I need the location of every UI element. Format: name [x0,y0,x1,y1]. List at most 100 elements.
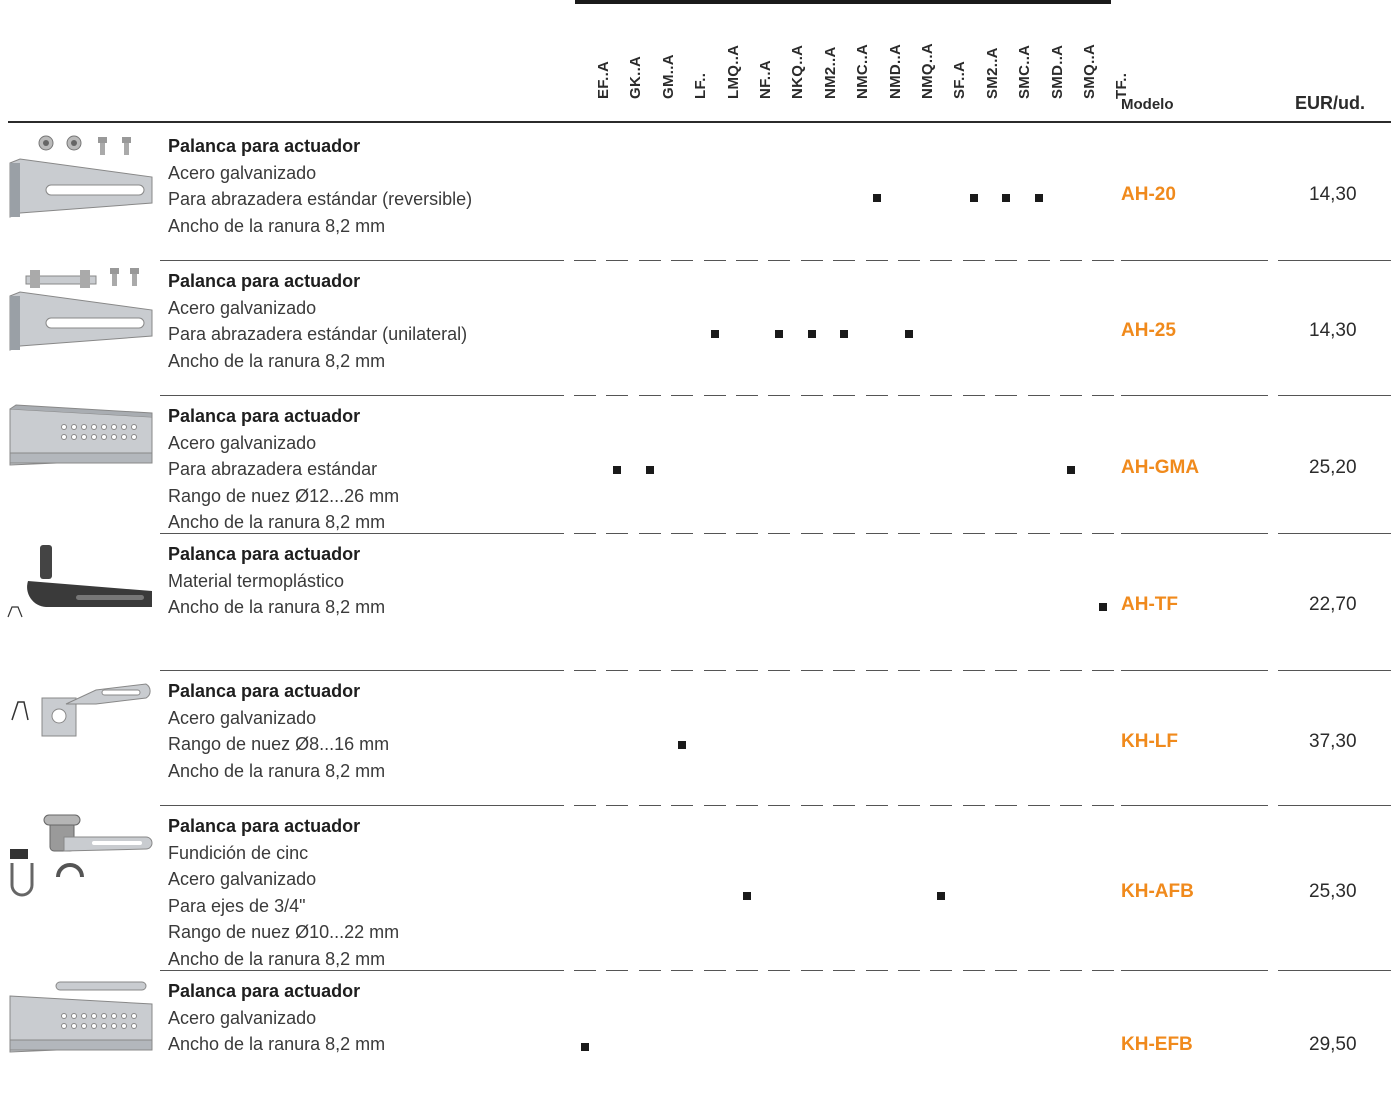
separator-segment [1121,533,1268,534]
product-spec-line: Acero galvanizado [168,869,317,889]
separator-segment [1092,970,1115,971]
product-title: Palanca para actuador [168,406,361,426]
row-separator [0,970,1397,971]
separator-segment [995,395,1018,396]
unit-price: 22,70 [1309,594,1357,615]
product-spec-line: Para abrazadera estándar (reversible) [168,189,473,209]
separator-segment [671,970,694,971]
separator-segment [865,670,888,671]
product-title: Palanca para actuador [168,816,361,836]
separator-segment [1121,260,1268,261]
column-header: GM..A [638,0,677,116]
separator-segment [930,395,953,396]
separator-segment [1092,260,1115,261]
separator-segment [160,670,564,671]
column-header: LMQ..A [703,0,742,116]
column-header: NM2..A [800,0,839,116]
separator-segment [638,670,661,671]
row-separator [0,670,1397,671]
separator-segment [898,395,920,396]
separator-segment [574,533,596,534]
product-title: Palanca para actuador [168,271,361,291]
compatibility-mark [613,466,622,474]
separator-segment [638,805,661,806]
separator-segment [574,805,596,806]
compatibility-mark [1002,194,1011,202]
separator-segment [606,533,629,534]
separator-segment [768,670,791,671]
product-spec-line: Acero galvanizado [168,297,317,318]
separator-segment [962,970,985,971]
separator-segment [703,533,726,534]
separator-segment [574,670,596,671]
separator-segment [800,260,823,261]
row-separator [0,260,1397,261]
separator-segment [736,670,758,671]
column-header: NMC..A [832,0,871,116]
separator-segment [574,970,596,971]
separator-segment [1060,805,1082,806]
table-row: Palanca para actuador Acero galvanizado Ra… [0,672,1397,807]
model-code[interactable]: KH-EFB [1121,1034,1193,1055]
product-spec-line: Ancho de la ranura 8,2 mm [168,948,386,969]
separator-segment [638,533,661,534]
product-spec-line: Ancho de la ranura 8,2 mm [168,350,386,371]
header-eur-per-unit: EUR/ud. [1295,93,1365,113]
separator-segment [1278,805,1391,806]
product-description: Palanca para actuador Acero galvanizado Pa… [168,268,467,374]
separator-segment [865,260,888,261]
separator-segment [574,260,596,261]
row-separator [0,395,1397,396]
separator-segment [703,395,726,396]
model-code[interactable]: AH-25 [1121,320,1176,341]
separator-segment [768,533,791,534]
separator-segment [703,805,726,806]
unit-price: 29,50 [1309,1034,1357,1055]
model-code[interactable]: KH-LF [1121,731,1178,752]
separator-segment [606,805,629,806]
separator-segment [736,395,758,396]
separator-segment [1060,395,1082,396]
product-description: Palanca para actuador Acero galvanizado Pa… [168,133,472,239]
model-code[interactable]: AH-TF [1121,594,1178,615]
compatibility-mark [807,330,816,338]
separator-segment [1092,395,1115,396]
product-spec-line: Fundición de cinc [168,842,309,863]
row-separator [0,805,1397,806]
separator-segment [800,805,823,806]
separator-segment [1278,970,1391,971]
table-row: Palanca para actuador Acero galvanizado Pa… [0,397,1397,535]
separator-segment [1278,533,1391,534]
model-code[interactable]: AH-GMA [1121,457,1200,478]
separator-segment [800,533,823,534]
model-code[interactable]: AH-20 [1121,184,1176,205]
separator-segment [898,533,920,534]
separator-segment [930,805,953,806]
product-spec-line: Para ejes de 3/4" [168,895,306,916]
separator-segment [606,670,629,671]
product-spec-line: Acero galvanizado [168,432,317,453]
separator-segment [1121,970,1268,971]
separator-segment [833,533,856,534]
column-header: SMD..A [1027,0,1066,116]
separator-segment [995,670,1018,671]
product-description: Palanca para actuador Acero galvanizado Ra… [168,678,389,784]
table-row: Palanca para actuador Material termoplást… [0,535,1397,672]
separator-segment [638,395,661,396]
header-rule [8,121,1391,123]
model-code[interactable]: KH-AFB [1121,881,1194,902]
separator-segment [833,260,856,261]
table-row: Palanca para actuador Fundición de cinc Ac… [0,807,1397,972]
compatibility-mark [1034,194,1043,202]
separator-segment [1121,805,1268,806]
separator-segment [736,805,758,806]
separator-segment [995,970,1018,971]
separator-segment [606,395,629,396]
separator-segment [930,670,953,671]
compatibility-mark [905,330,913,338]
separator-segment [833,805,856,806]
compatibility-mark [840,330,849,338]
separator-segment [703,970,726,971]
column-header: SMC..A [994,0,1033,116]
separator-segment [736,260,758,261]
